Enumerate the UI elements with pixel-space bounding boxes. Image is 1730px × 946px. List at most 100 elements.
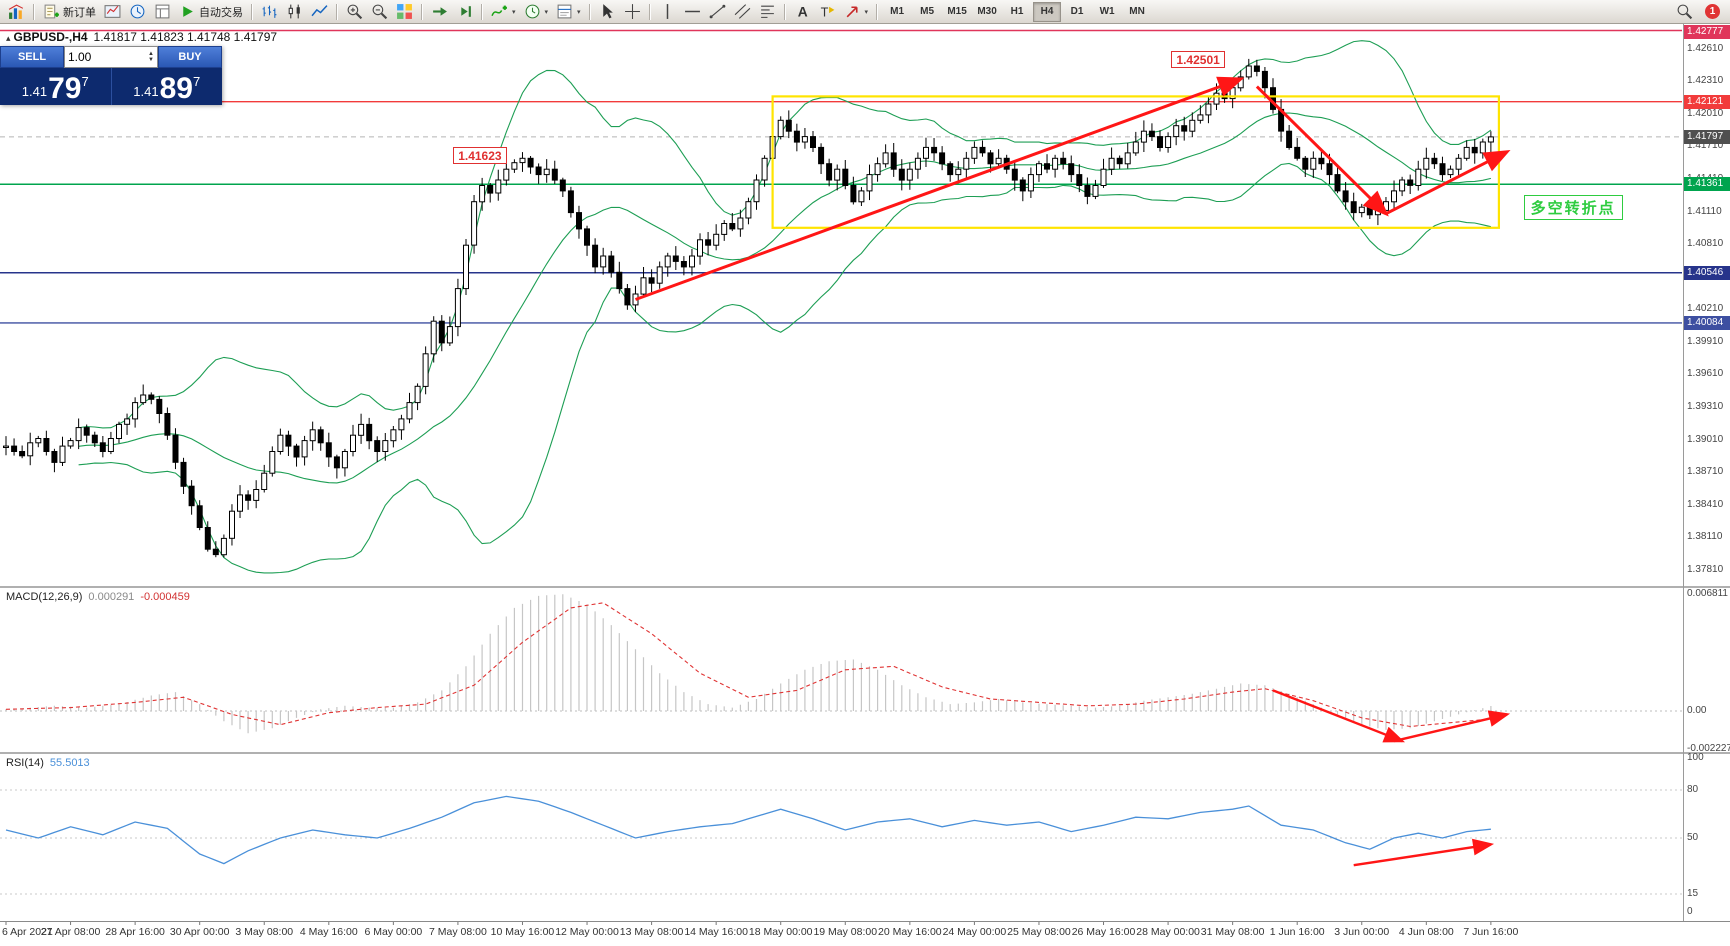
timeframe-m5[interactable]: M5 xyxy=(920,5,935,17)
arrows-icon xyxy=(846,6,858,18)
macd-arrow[interactable] xyxy=(1272,689,1406,743)
buy-button[interactable]: BUY xyxy=(158,46,222,68)
templates-button[interactable]: ▾ xyxy=(552,1,585,23)
spin-down-icon[interactable]: ▼ xyxy=(148,57,154,63)
macd-axis-label: 0.00 xyxy=(1687,705,1707,716)
zoom-in-button[interactable] xyxy=(342,1,367,23)
trend-arrow[interactable] xyxy=(1255,85,1389,217)
price-tick-label: 1.38110 xyxy=(1687,531,1723,543)
auto-trading-icon xyxy=(183,6,193,17)
trend-arrow[interactable] xyxy=(634,76,1245,301)
volume-input[interactable] xyxy=(65,50,146,64)
time-label: 26 May 16:00 xyxy=(1071,926,1136,938)
timeframe-h4[interactable]: H4 xyxy=(1033,1,1062,22)
price-marker: 1.41797 xyxy=(1684,129,1730,144)
chevron-down-icon[interactable]: ▾ xyxy=(512,8,516,16)
label-button[interactable]: T xyxy=(815,1,840,23)
buy-price-sup: 7 xyxy=(192,74,201,89)
macd-arrow[interactable] xyxy=(1393,710,1511,743)
time-label: 25 May 08:00 xyxy=(1007,926,1071,938)
bollinger-band-line xyxy=(78,112,1492,484)
price-tick-label: 1.40210 xyxy=(1687,303,1724,315)
turning-point-note[interactable]: 多空转折点 xyxy=(1523,195,1623,221)
timeframe-mn[interactable]: MN xyxy=(1129,5,1145,17)
crosshair-button[interactable] xyxy=(620,1,645,23)
volume-spin-arrows[interactable]: ▲ ▼ xyxy=(145,51,157,63)
toolbar-separator xyxy=(336,3,338,20)
app-icon-button[interactable] xyxy=(4,1,29,23)
auto-trading-button[interactable]: 自动交易 xyxy=(175,1,247,23)
charts-grid-button[interactable] xyxy=(100,1,125,23)
timeframe-m30[interactable]: M30 xyxy=(977,5,997,17)
price-annotation-low[interactable]: 1.41623 xyxy=(453,146,507,164)
timeframe-d1[interactable]: D1 xyxy=(1070,5,1084,17)
spin-up-icon[interactable]: ▲ xyxy=(148,51,154,57)
zoom-out-button[interactable] xyxy=(367,1,392,23)
auto-scroll-button[interactable] xyxy=(427,1,452,23)
chevron-down-icon[interactable]: ▾ xyxy=(864,8,869,16)
macd-signal-line xyxy=(5,602,1491,728)
toolbar-separator xyxy=(481,3,483,20)
cursor-button[interactable] xyxy=(595,1,620,23)
candles xyxy=(3,58,1494,558)
market-watch-button[interactable] xyxy=(125,1,150,23)
trendline-button[interactable] xyxy=(705,1,730,23)
ohlc-values: 1.41817 1.41823 1.41748 1.41797 xyxy=(93,30,278,44)
tile-windows-button[interactable] xyxy=(392,1,417,23)
vertical-line-button[interactable] xyxy=(655,1,680,23)
chevron-down-icon[interactable]: ▾ xyxy=(577,8,581,16)
macd-value-signal: -0.000459 xyxy=(140,591,190,603)
charts-grid-icon xyxy=(104,5,121,18)
crosshair-icon xyxy=(624,4,640,19)
time-axis[interactable]: 6 Apr 2021 27 Apr 08:00 28 Apr 16:00 30 Apr… xyxy=(0,922,1730,946)
volume-stepper[interactable]: ▲▼ xyxy=(64,46,158,68)
trend-arrow[interactable] xyxy=(1385,150,1511,216)
timeframe-m1[interactable]: M1 xyxy=(890,5,905,17)
price-scale-border xyxy=(1683,24,1684,921)
auto-scroll-icon xyxy=(433,7,447,16)
candlestick-chart-button[interactable] xyxy=(282,1,307,23)
time-label: 6 Apr 2021 xyxy=(2,926,53,938)
toolbar-left: 新订单 自动交易 ▾ ▾ ▾ A T ▾ M1 M5 M15 M30 H1 H4 D1 W1 MN xyxy=(4,1,1152,23)
notification-badge[interactable]: 1 xyxy=(1705,4,1720,19)
timeframe-w1[interactable]: W1 xyxy=(1099,5,1115,17)
buy-price[interactable]: 1.41 89 7 xyxy=(112,68,223,105)
toolbar-separator xyxy=(421,3,423,20)
arrows-button[interactable]: ▾ xyxy=(840,1,873,23)
text-button[interactable]: A xyxy=(790,1,815,23)
channel-button[interactable] xyxy=(730,1,755,23)
svg-text:T: T xyxy=(820,4,828,19)
symbol-period: GBPUSD-,H4 xyxy=(13,30,88,44)
timeframe-m15[interactable]: M15 xyxy=(947,5,967,17)
panel-divider[interactable] xyxy=(0,586,1730,588)
indicators-button[interactable]: ▾ xyxy=(487,1,520,23)
search-button[interactable] xyxy=(1672,1,1697,23)
horizontal-line-icon xyxy=(684,10,700,13)
chart-shift-button[interactable] xyxy=(452,1,477,23)
sell-button[interactable]: SELL xyxy=(0,46,64,68)
data-window-button[interactable] xyxy=(150,1,175,23)
bar-chart-button[interactable] xyxy=(257,1,282,23)
panel-divider[interactable] xyxy=(0,752,1730,754)
fibonacci-button[interactable] xyxy=(755,1,780,23)
indicators-icon xyxy=(491,5,507,17)
rsi-arrow[interactable] xyxy=(1353,838,1495,867)
line-chart-button[interactable] xyxy=(307,1,332,23)
new-order-button[interactable]: 新订单 xyxy=(39,1,100,23)
price-annotation-high[interactable]: 1.42501 xyxy=(1171,51,1225,69)
periods-button[interactable]: ▾ xyxy=(520,1,553,23)
buy-price-big: 89 xyxy=(159,72,193,105)
chevron-down-icon[interactable]: ▾ xyxy=(544,8,549,16)
object-marker-icon: ▴ xyxy=(6,33,11,43)
time-label: 1 Jun 16:00 xyxy=(1269,926,1325,938)
sell-price[interactable]: 1.41 79 7 xyxy=(0,68,111,105)
bollinger-band-line xyxy=(78,162,1492,574)
horizontal-line-button[interactable] xyxy=(680,1,705,23)
rsi-axis-label: 50 xyxy=(1687,832,1699,843)
timeframe-h1[interactable]: H1 xyxy=(1010,5,1024,17)
time-label: 24 May 00:00 xyxy=(942,926,1007,938)
label-icon: T xyxy=(820,4,834,19)
price-tick-label: 1.39310 xyxy=(1687,400,1724,412)
